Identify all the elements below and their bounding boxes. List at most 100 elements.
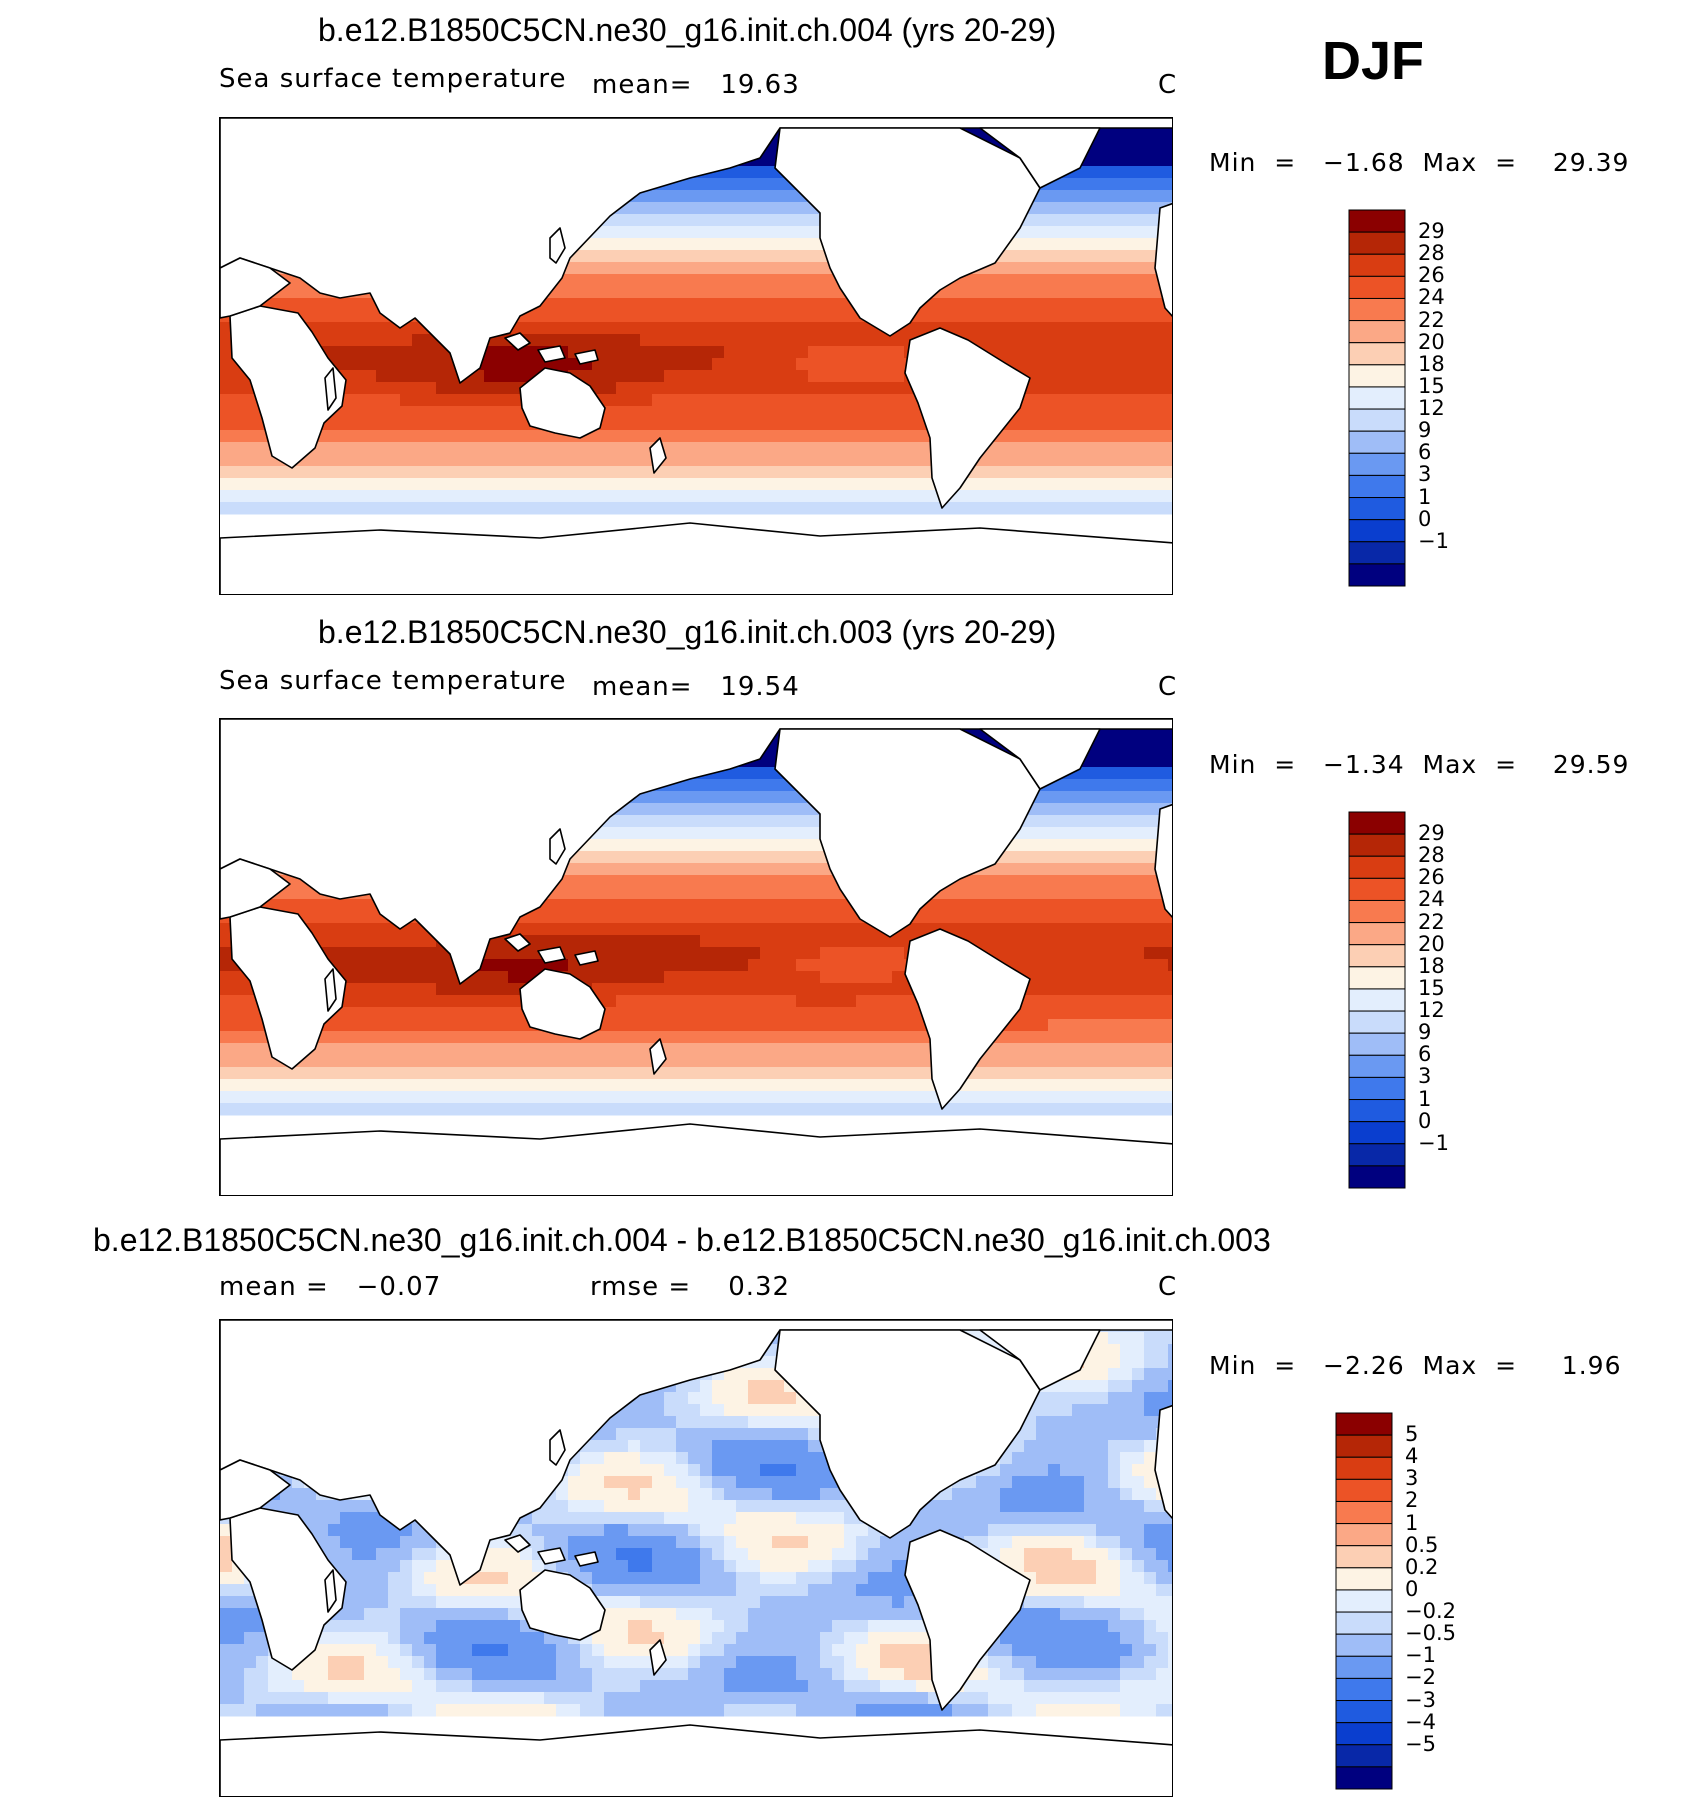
colorbar-swatch [1348,1121,1406,1145]
colorbar-swatch [1348,988,1406,1012]
panel-2-variable-label: Sea surface temperature [219,666,567,696]
panel-3-units: C [1158,1272,1178,1302]
panel-3-title: b.e12.B1850C5CN.ne30_g16.init.ch.004 - b… [93,1222,1271,1258]
colorbar-tick-label: 18 [1418,351,1445,376]
panel-1-variable-label: Sea surface temperature [219,64,567,94]
colorbar-swatch [1348,1054,1406,1078]
panel-3-map [219,1319,1173,1797]
colorbar-swatch [1348,966,1406,990]
colorbar-swatch [1348,231,1406,255]
colorbar-swatch [1335,1500,1393,1525]
colorbar-swatch [1348,833,1406,857]
colorbar-swatch [1348,1143,1406,1167]
colorbar-swatch [1348,1010,1406,1034]
colorbar-tick-label: −0.2 [1405,1599,1456,1624]
colorbar-tick-label: 12 [1418,396,1445,421]
colorbar-tick-label: 3 [1405,1466,1419,1491]
colorbar-swatch [1348,922,1406,946]
colorbar-tick-label: 15 [1418,373,1445,398]
panel-3-minmax: Min = −2.26 Max = 1.96 [1209,1351,1622,1380]
panel-2-mean: mean= 19.54 [592,672,800,702]
colorbar-swatch [1335,1545,1393,1569]
land-outlines [220,118,1172,594]
panel-2-map-svg [220,719,1172,1195]
colorbar-swatch [1335,1567,1393,1591]
panel-1-map-svg [220,118,1172,594]
colorbar-tick-label: 29 [1418,219,1445,244]
colorbar-tick-label: 24 [1418,285,1445,310]
colorbar-tick-label: 9 [1418,1020,1432,1045]
colorbar-tick-label: 1 [1418,1086,1432,1111]
panel-2-minmax: Min = −1.34 Max = 29.59 [1209,750,1630,779]
colorbar-swatch [1348,1076,1406,1101]
colorbar-tick-label: 6 [1418,440,1432,465]
colorbar-swatch [1348,519,1406,543]
colorbar-swatch [1348,209,1406,233]
colorbar-svg [1348,811,1406,1189]
colorbar-tick-label: −2 [1405,1665,1436,1690]
colorbar-tick-label: −1 [1418,528,1449,553]
colorbar-tick-label: 2 [1405,1488,1419,1513]
panel-2-title: b.e12.B1850C5CN.ne30_g16.init.ch.003 (yr… [318,614,1057,650]
colorbar-tick-label: 5 [1405,1422,1419,1447]
panel-1-map [219,117,1173,595]
colorbar-tick-label: 0 [1405,1576,1419,1601]
colorbar-tick-label: 26 [1418,865,1445,890]
colorbar-tick-label: 24 [1418,887,1445,912]
colorbar-tick-label: −4 [1405,1709,1436,1734]
colorbar-tick-label: 9 [1418,418,1432,443]
colorbar-tick-label: 15 [1418,975,1445,1000]
panel-3-map-svg [220,1320,1172,1796]
colorbar-tick-label: 18 [1418,953,1445,978]
panel-1-units: C [1158,70,1178,100]
colorbar-tick-label: 28 [1418,843,1445,868]
colorbar-swatch [1348,541,1406,565]
colorbar-tick-label: 3 [1418,462,1432,487]
colorbar-swatch [1348,899,1406,924]
colorbar-tick-label: 1 [1418,484,1432,509]
panel-1-mean: mean= 19.63 [592,70,800,100]
colorbar-swatch [1348,944,1406,968]
colorbar-swatch [1335,1523,1393,1547]
colorbar-tick-label: 28 [1418,241,1445,266]
colorbar-tick-label: 26 [1418,263,1445,288]
colorbar-swatch [1348,563,1406,587]
colorbar-swatch [1348,386,1406,410]
colorbar-swatch [1348,430,1406,454]
panel-1-title: b.e12.B1850C5CN.ne30_g16.init.ch.004 (yr… [318,12,1057,48]
colorbar-swatch [1335,1611,1393,1635]
colorbar-tick-label: 0 [1418,1108,1432,1133]
colorbar-swatch [1348,1165,1406,1189]
colorbar-swatch [1348,275,1406,299]
colorbar-tick-label: 4 [1405,1444,1419,1469]
colorbar-tick-label: 20 [1418,329,1445,354]
colorbar-swatch [1348,855,1406,879]
panel-3-mean: mean = −0.07 [219,1272,442,1302]
colorbar-svg [1335,1412,1393,1790]
colorbar-tick-label: 22 [1418,909,1445,934]
colorbar-swatch [1348,297,1406,322]
colorbar-swatch [1348,877,1406,901]
colorbar-swatch [1335,1589,1393,1613]
colorbar-tick-label: −0.5 [1405,1621,1456,1646]
colorbar-swatch [1335,1677,1393,1702]
colorbar-tick-label: 6 [1418,1042,1432,1067]
colorbar-swatch [1335,1766,1393,1790]
panel-2-units: C [1158,672,1178,702]
land-outlines [220,719,1172,1195]
colorbar-tick-label: −1 [1405,1643,1436,1668]
colorbar-swatch [1335,1456,1393,1480]
colorbar-tick-label: −1 [1418,1130,1449,1155]
colorbar-tick-label: 20 [1418,931,1445,956]
colorbar-swatch [1348,320,1406,344]
colorbar-swatch [1348,408,1406,432]
colorbar-tick-label: −5 [1405,1731,1436,1756]
colorbar-swatch [1348,1032,1406,1056]
colorbar-tick-label: 0 [1418,506,1432,531]
colorbar-swatch [1335,1478,1393,1502]
colorbar-tick-label: 22 [1418,307,1445,332]
panel-2-map [219,718,1173,1196]
colorbar-svg [1348,209,1406,587]
panel-1-minmax: Min = −1.68 Max = 29.39 [1209,148,1630,177]
colorbar-swatch [1348,1099,1406,1123]
